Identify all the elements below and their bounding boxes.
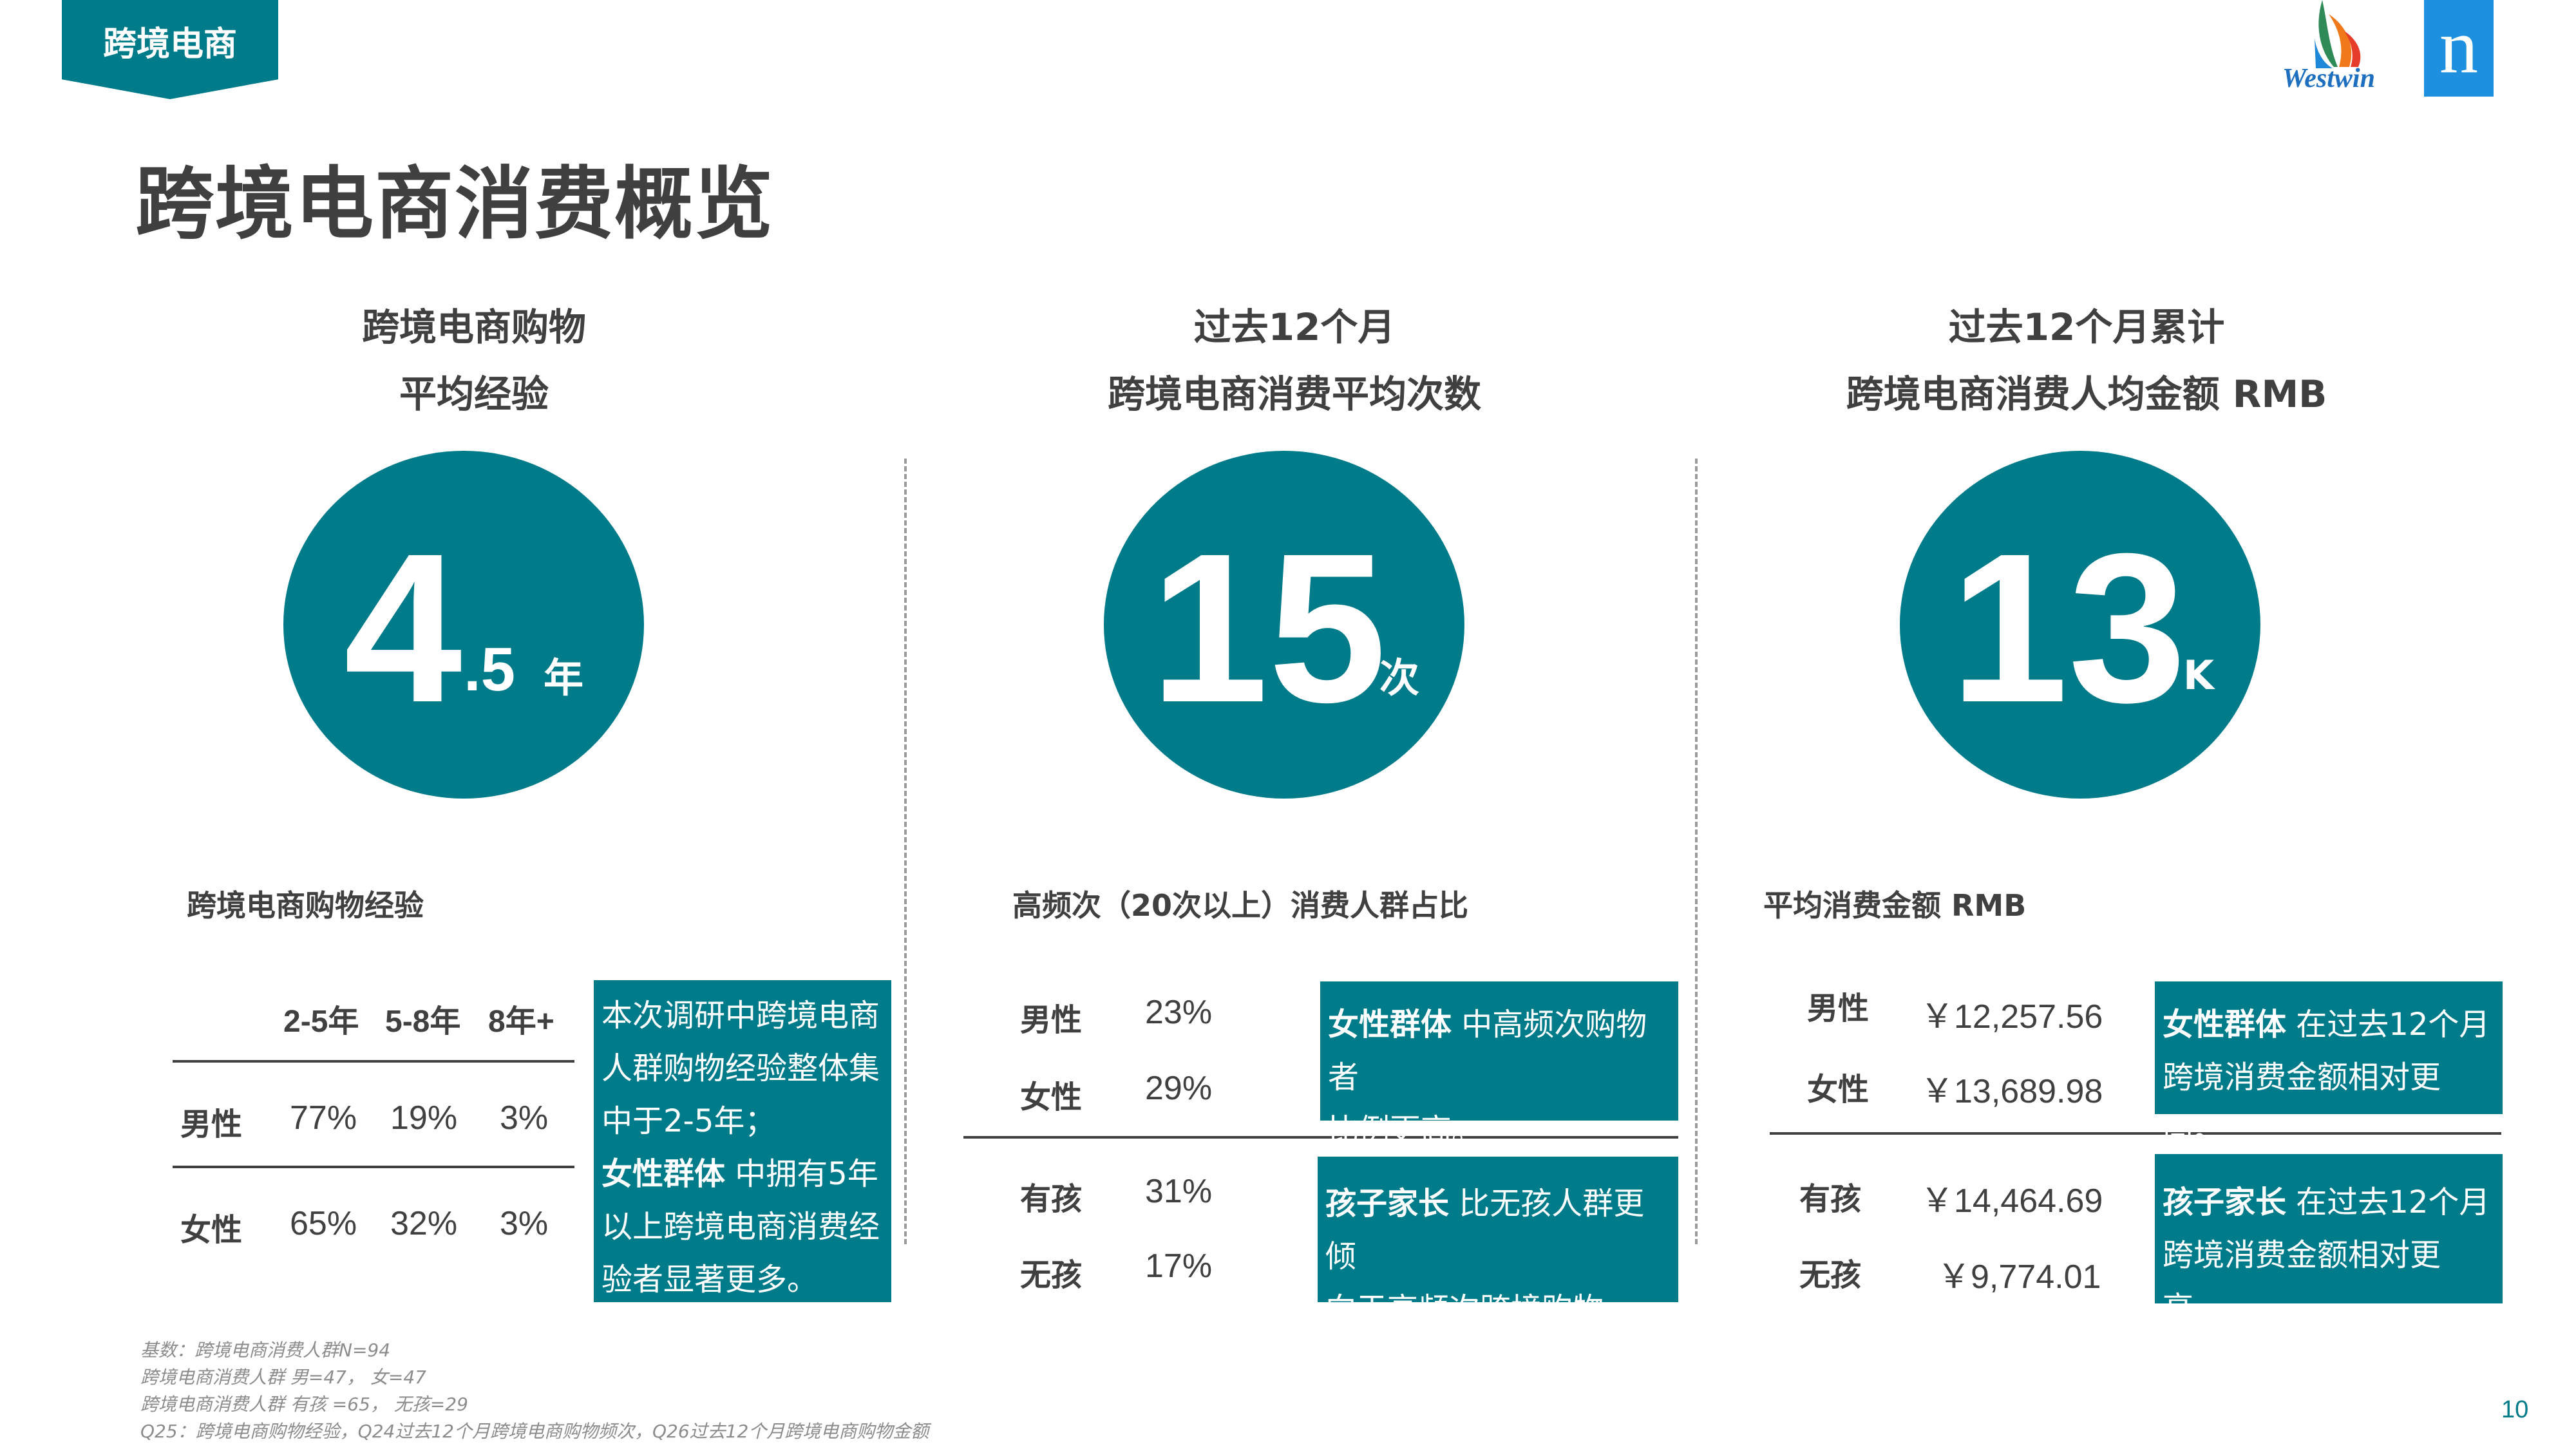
col1-note-bold: 女性群体: [601, 1156, 726, 1192]
col3-row-value: ￥13,689.98: [1920, 1073, 2103, 1110]
col3-note-line: 跨境消费金额相对更高。: [2163, 1059, 2441, 1148]
col3-heading-line1: 过去12个月累计: [1948, 305, 2225, 349]
col1-stat-circle: 4 .5 年: [283, 451, 644, 799]
col2-note-bold: 女性群体: [1328, 1007, 1452, 1043]
col2-note-kids: 孩子家长 比无孩人群更倾 向于高频次跨境购物。: [1318, 1157, 1678, 1327]
col1-table-header-0: 2-5年: [283, 1005, 359, 1039]
col1-note-line: 本次调研中跨境电商: [601, 998, 880, 1034]
col1-note-line: 女性群体 中拥有5年: [601, 1148, 884, 1200]
col2-note-rest: 中高频次购物者: [1328, 1007, 1647, 1095]
col1-table-header-2: 8年+: [488, 1005, 554, 1039]
col3-unit: K: [2183, 652, 2215, 699]
col3-note-gender: 女性群体 在过去12个月 跨境消费金额相对更高。: [2155, 981, 2503, 1148]
footnote-line: 跨境电商消费人群 有孩 =65， 无孩=29: [140, 1394, 468, 1415]
col3-row-label: 无孩: [1799, 1257, 1862, 1293]
col3-big-number: 13: [1950, 509, 2187, 746]
col1-small-number: .5: [464, 635, 516, 704]
col2-note-line: 比例更高。: [1328, 1112, 1483, 1148]
col3-note-rest: 在过去12个月: [2286, 1007, 2490, 1043]
col3-row-label: 女性: [1807, 1072, 1870, 1108]
col3-stat-circle: 13 K: [1900, 451, 2260, 799]
col2-row-value: 29%: [1145, 1070, 1213, 1107]
column-divider: [904, 459, 907, 1244]
col3-row-value: ￥14,464.69: [1920, 1182, 2103, 1220]
page-title: 跨境电商消费概览: [135, 158, 774, 250]
col1-row-label: 男性: [180, 1106, 243, 1142]
col3-note-bold: 女性群体: [2163, 1007, 2287, 1043]
col3-table-rule: [1770, 1132, 2501, 1135]
footnote-line: 基数：跨境电商消费人群N=94: [140, 1340, 391, 1361]
col2-table-rule: [963, 1136, 1678, 1139]
col2-unit: 次: [1379, 654, 1420, 701]
col2-big-number: 15: [1150, 509, 1387, 746]
col1-note-line: 以上跨境电商消费经: [601, 1209, 880, 1245]
section-tab-label: 跨境电商: [102, 25, 237, 64]
col1-heading: 跨境电商购物 平均经验: [216, 294, 732, 428]
westwin-wordmark: Westwin: [2282, 64, 2375, 93]
col2-note-gender: 女性群体 中高频次购物者 比例更高。: [1320, 981, 1678, 1148]
col3-row-label: 有孩: [1799, 1181, 1862, 1217]
col2-row-label: 无孩: [1020, 1257, 1083, 1293]
col2-row-value: 17%: [1145, 1247, 1213, 1285]
col3-row-label: 男性: [1807, 990, 1870, 1027]
col1-row-value: 3%: [500, 1099, 549, 1137]
col2-heading: 过去12个月 跨境电商消费平均次数: [1018, 294, 1571, 428]
col1-heading-line2: 平均经验: [399, 372, 549, 416]
col3-note-kids: 孩子家长 在过去12个月 跨境消费金额相对更高。: [2155, 1154, 2503, 1326]
col2-row-label: 女性: [1020, 1079, 1083, 1115]
col2-row-value: 23%: [1145, 994, 1213, 1031]
col2-heading-line1: 过去12个月: [1193, 305, 1396, 349]
col1-table-header-1: 5-8年: [385, 1005, 461, 1039]
col1-row-value: 77%: [290, 1099, 357, 1137]
col2-row-label: 男性: [1020, 1002, 1083, 1038]
col1-heading-line1: 跨境电商购物: [361, 305, 586, 349]
footnote-line: 跨境电商消费人群 男=47， 女=47: [140, 1367, 426, 1388]
col1-row-value: 65%: [290, 1205, 357, 1242]
section-tab: 跨境电商: [62, 0, 278, 99]
col3-row-value: ￥9,774.01: [1937, 1258, 2101, 1296]
col3-note-bold: 孩子家长: [2163, 1184, 2287, 1220]
col2-subtitle: 高频次（20次以上）消费人群占比: [1012, 888, 1469, 923]
page-number: 10: [2501, 1396, 2529, 1423]
footnote-line: Q25：跨境电商购物经验，Q24过去12个月跨境电商购物频次，Q26过去12个月…: [140, 1421, 929, 1442]
col1-table-rule: [173, 1166, 574, 1168]
col1-row-value: 3%: [500, 1205, 549, 1242]
col2-note-bold: 孩子家长: [1325, 1186, 1450, 1222]
col1-subtitle: 跨境电商购物经验: [187, 888, 424, 923]
col1-note-line: 中于2-5年；: [601, 1103, 776, 1139]
col2-note-line: 女性群体 中高频次购物者: [1328, 998, 1671, 1104]
nielsen-logo: n: [2424, 0, 2494, 97]
col3-note-rest: 在过去12个月: [2286, 1184, 2490, 1220]
col3-row-value: ￥12,257.56: [1920, 998, 2103, 1036]
col2-heading-line2: 跨境电商消费平均次数: [1107, 372, 1481, 416]
col1-table-rule: [173, 1060, 574, 1063]
col3-subtitle: 平均消费金额 RMB: [1763, 888, 2027, 923]
col3-note-line: 女性群体 在过去12个月: [2163, 998, 2495, 1051]
col2-row-value: 31%: [1145, 1173, 1213, 1210]
column-divider: [1695, 459, 1698, 1244]
nielsen-logo-letter: n: [2439, 3, 2478, 89]
col3-heading: 过去12个月累计 跨境电商消费人均金额 RMB: [1823, 294, 2351, 428]
col3-heading-line2: 跨境电商消费人均金额 RMB: [1846, 372, 2327, 416]
col2-note-line: 孩子家长 比无孩人群更倾: [1325, 1177, 1671, 1283]
col3-note-line: 跨境消费金额相对更高。: [2163, 1237, 2441, 1326]
col1-unit: 年: [544, 654, 584, 701]
sail-icon: [2315, 0, 2361, 68]
col2-stat-circle: 15 次: [1104, 451, 1464, 799]
footnotes: 基数：跨境电商消费人群N=94 跨境电商消费人群 男=47， 女=47 跨境电商…: [140, 1337, 929, 1445]
col1-note-box: 本次调研中跨境电商 人群购物经验整体集 中于2-5年； 女性群体 中拥有5年 以…: [594, 980, 891, 1302]
col1-row-value: 19%: [390, 1099, 458, 1137]
col2-note-rest: 比无孩人群更倾: [1325, 1186, 1645, 1274]
col1-note-line: 验者显著更多。: [601, 1262, 819, 1298]
westwin-logo: Westwin: [2277, 0, 2393, 97]
col2-note-line: 向于高频次跨境购物。: [1325, 1291, 1635, 1327]
col1-row-label: 女性: [180, 1212, 243, 1248]
col2-row-label: 有孩: [1020, 1181, 1083, 1217]
col1-note-rest: 中拥有5年: [725, 1156, 878, 1192]
col1-note-line: 人群购物经验整体集: [601, 1050, 880, 1086]
col1-big-number: 4: [344, 509, 462, 746]
col3-note-line: 孩子家长 在过去12个月: [2163, 1176, 2495, 1229]
col1-row-value: 32%: [390, 1205, 458, 1242]
